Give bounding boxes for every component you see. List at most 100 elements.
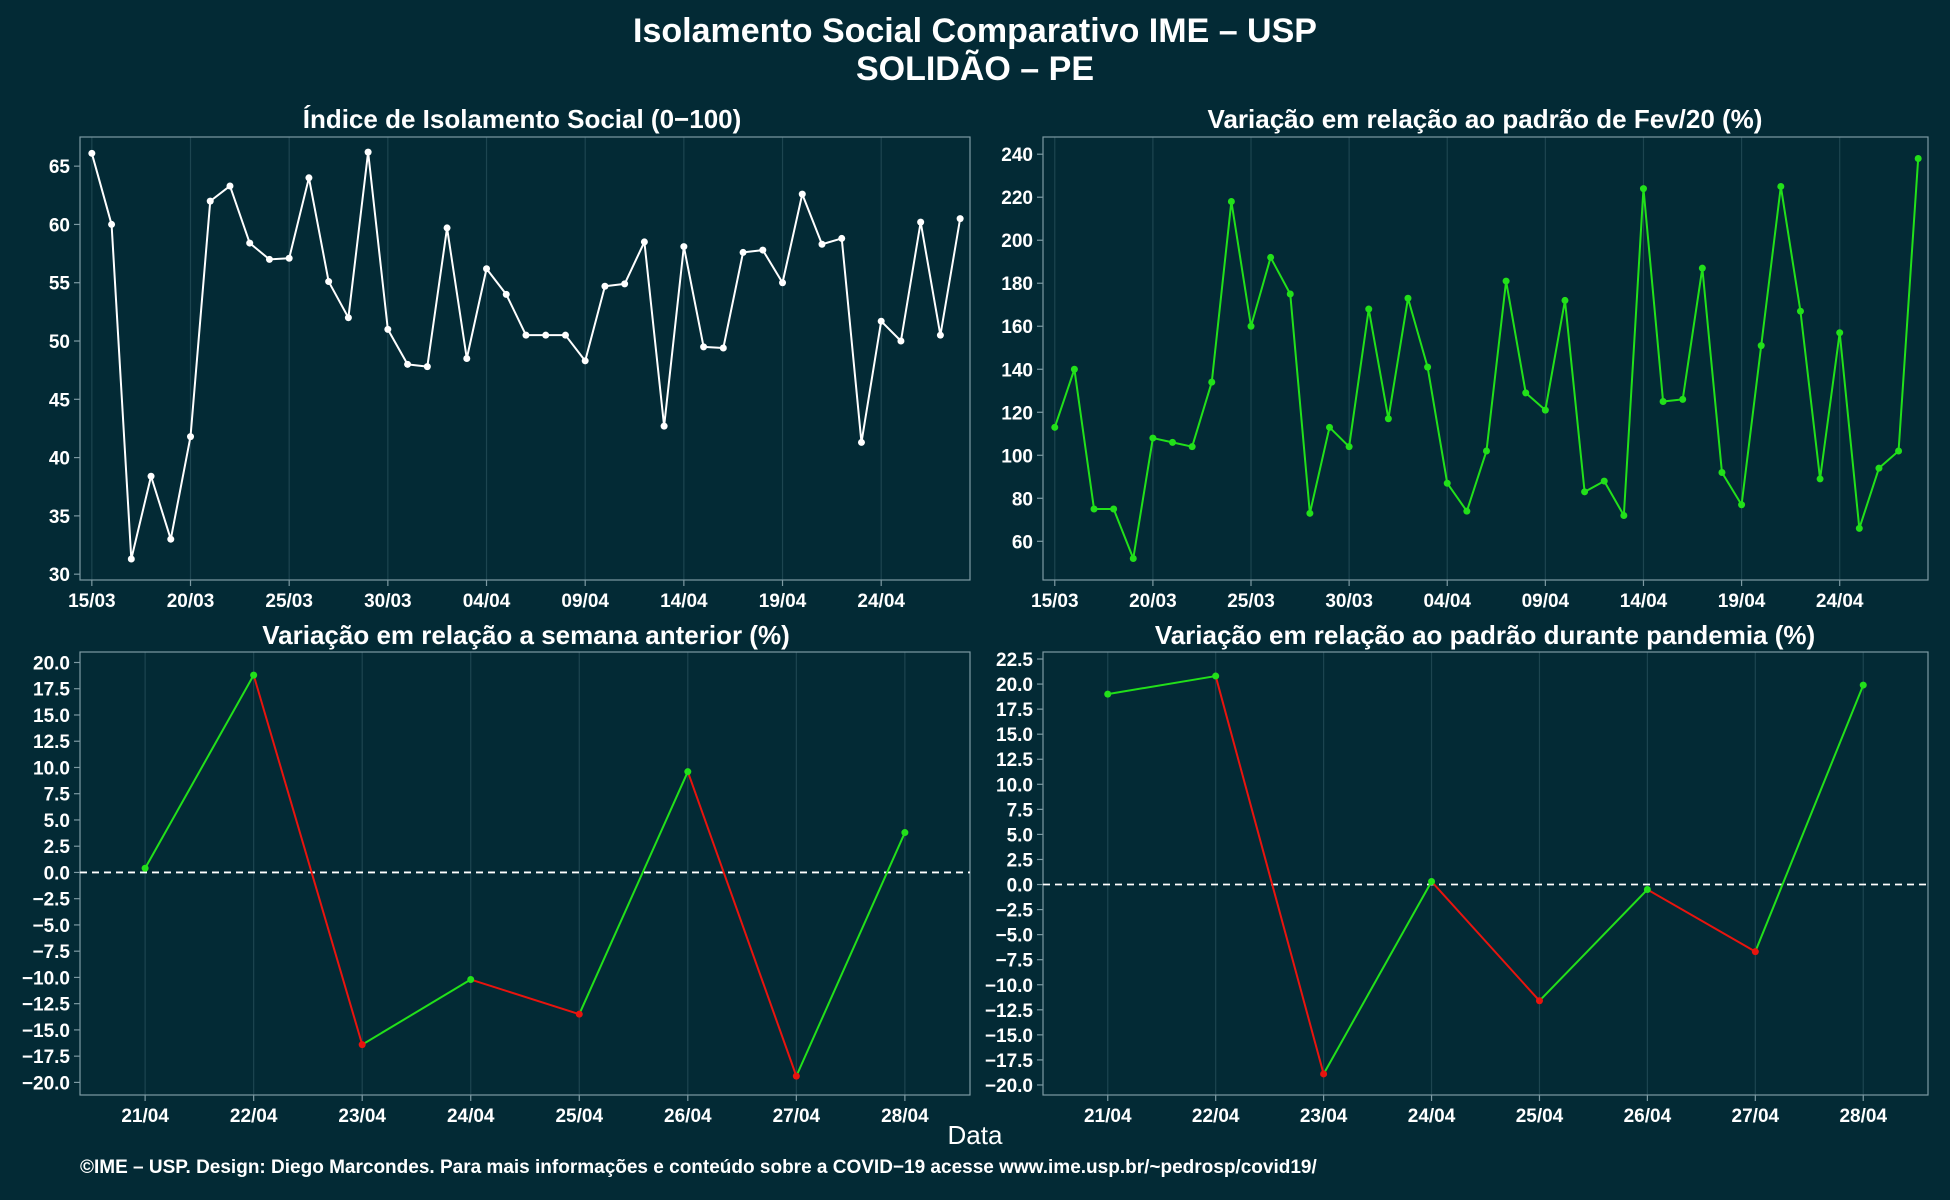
data-point (1404, 294, 1412, 302)
data-point (305, 174, 313, 182)
x-tick-label: 28/04 (1839, 1106, 1887, 1127)
y-tick-label: −20.0 (22, 1073, 70, 1094)
x-tick-label: 22/04 (1192, 1106, 1240, 1127)
y-tick-label: 20.0 (33, 653, 70, 674)
data-point (877, 317, 885, 325)
x-tick-label: 25/04 (1516, 1106, 1564, 1127)
y-tick-label: 30 (49, 565, 70, 586)
y-tick-label: −10.0 (22, 968, 70, 989)
data-point (1212, 672, 1220, 680)
x-tick-label: 23/04 (338, 1106, 386, 1127)
data-point (265, 255, 273, 263)
data-point (901, 829, 909, 837)
y-tick-label: 7.5 (1007, 800, 1034, 821)
data-point (1581, 488, 1589, 496)
data-point (542, 331, 550, 339)
data-point (1718, 468, 1726, 476)
y-tick-label: 35 (49, 507, 71, 528)
series-segment (1214, 675, 1325, 1075)
x-tick-label: 25/03 (1227, 591, 1275, 612)
x-tick-label: 30/03 (364, 591, 412, 612)
y-tick-label: 22.5 (996, 650, 1033, 671)
x-tick-label: 23/04 (1300, 1106, 1348, 1127)
x-tick-label: 14/04 (1620, 591, 1668, 612)
x-tick-label: 26/04 (664, 1106, 712, 1127)
x-tick-label: 20/03 (167, 591, 215, 612)
panel-border (79, 651, 971, 1096)
x-axis-label: Data (947, 1120, 1003, 1150)
x-tick-label: 27/04 (773, 1106, 821, 1127)
data-point (739, 248, 747, 256)
data-point (1541, 406, 1549, 414)
data-point (187, 433, 195, 441)
data-point (1679, 395, 1687, 403)
data-point (1855, 524, 1863, 532)
x-tick-label: 09/04 (1522, 591, 1570, 612)
data-point (246, 239, 254, 247)
data-point (581, 357, 589, 365)
y-tick-label: 7.5 (44, 785, 71, 806)
y-tick-label: 55 (49, 274, 71, 295)
data-point (1859, 681, 1867, 689)
y-tick-label: 80 (1012, 489, 1033, 510)
data-point (1463, 507, 1471, 515)
data-point (1816, 475, 1824, 483)
x-tick-label: 15/03 (1031, 591, 1079, 612)
data-point (601, 282, 609, 290)
data-point (818, 240, 826, 248)
data-point (141, 864, 149, 872)
data-point (358, 1041, 366, 1049)
y-tick-label: 12.5 (33, 732, 70, 753)
y-tick-label: 220 (1001, 188, 1033, 209)
data-point (956, 215, 964, 223)
data-point (502, 290, 510, 298)
data-point (1227, 198, 1235, 206)
x-tick-label: 26/04 (1624, 1106, 1672, 1127)
data-point (250, 671, 258, 679)
data-point (621, 280, 629, 288)
data-point (680, 243, 688, 251)
series-line (1053, 158, 1920, 560)
data-point (364, 148, 372, 156)
data-point (127, 555, 135, 563)
x-tick-label: 15/03 (68, 591, 116, 612)
panel-border (79, 136, 971, 581)
chart-title: Variação em relação ao padrão de Fev/20 … (1208, 104, 1763, 134)
y-tick-label: 5.0 (1007, 825, 1033, 846)
data-point (1751, 948, 1759, 956)
series-segment (1646, 888, 1756, 953)
y-tick-label: 10.0 (996, 775, 1033, 796)
page-subtitle: SOLIDÃO – PE (855, 50, 1095, 88)
x-tick-label: 04/04 (1423, 591, 1471, 612)
y-tick-label: −12.5 (985, 1001, 1034, 1022)
chart-title: Variação em relação ao padrão durante pa… (1155, 620, 1815, 650)
data-point (108, 220, 116, 228)
data-point (1522, 389, 1530, 397)
data-point (1836, 329, 1844, 337)
y-tick-label: −17.5 (22, 1047, 71, 1068)
y-tick-label: 180 (1001, 274, 1033, 295)
panel-border (1042, 651, 1929, 1096)
x-tick-label: 19/04 (759, 591, 807, 612)
data-point (1208, 378, 1216, 386)
x-tick-label: 21/04 (121, 1106, 169, 1127)
data-point (561, 331, 569, 339)
data-point (147, 472, 155, 480)
data-point (285, 254, 293, 262)
chart-variation-feb20: Variação em relação ao padrão de Fev/20 … (1001, 104, 1929, 612)
data-point (1698, 264, 1706, 272)
data-point (1482, 447, 1490, 455)
data-point (423, 363, 431, 371)
data-point (1502, 277, 1510, 285)
y-tick-label: 40 (49, 449, 70, 470)
y-tick-label: 17.5 (996, 700, 1033, 721)
data-point (1365, 305, 1373, 313)
data-point (792, 1072, 800, 1080)
x-tick-label: 19/04 (1718, 591, 1766, 612)
data-point (1325, 423, 1333, 431)
y-tick-label: 10.0 (33, 758, 70, 779)
data-point (1875, 464, 1883, 472)
data-point (1535, 997, 1543, 1005)
data-point (857, 438, 865, 446)
